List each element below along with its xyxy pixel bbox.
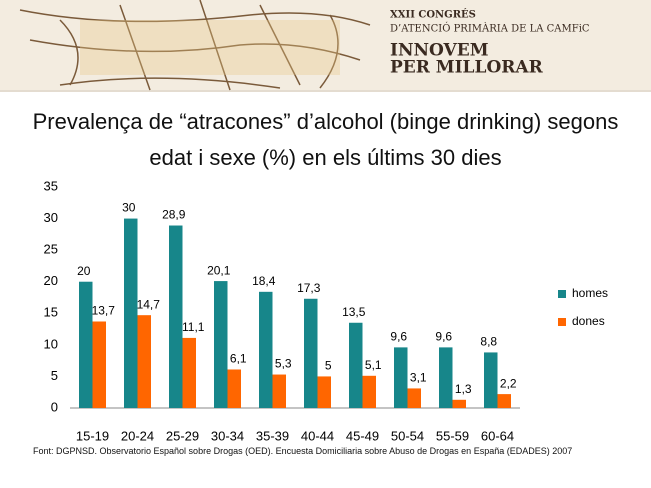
x-tick-label: 20-24	[121, 428, 154, 443]
bar	[394, 347, 408, 408]
x-tick-label: 25-29	[166, 428, 199, 443]
x-tick-label: 40-44	[301, 428, 334, 443]
bar	[124, 219, 138, 408]
value-label: 6,1	[230, 352, 247, 366]
bar	[93, 321, 107, 408]
x-tick-label: 35-39	[256, 428, 289, 443]
x-tick-label: 50-54	[391, 428, 424, 443]
value-label: 2,2	[500, 376, 517, 390]
value-label: 17,3	[297, 281, 321, 295]
value-label: 9,6	[435, 330, 452, 344]
y-tick-label: 5	[51, 368, 58, 383]
y-tick-label: 35	[44, 178, 58, 193]
x-tick-label: 15-19	[76, 428, 109, 443]
bar	[79, 282, 93, 408]
value-label: 14,7	[137, 297, 161, 311]
bar	[439, 347, 453, 408]
bar	[408, 388, 422, 408]
bar	[183, 338, 197, 408]
header-sketch-shade	[80, 20, 340, 75]
value-label: 30	[122, 201, 136, 215]
value-label: 13,7	[92, 304, 116, 318]
x-tick-label: 30-34	[211, 428, 244, 443]
bar	[304, 299, 318, 408]
legend-label: dones	[572, 314, 605, 328]
y-tick-label: 25	[44, 242, 58, 257]
y-tick-label: 30	[44, 210, 58, 225]
bar	[273, 375, 287, 408]
y-tick-label: 15	[44, 305, 58, 320]
bar	[318, 376, 332, 408]
chart-title: Prevalença de “atracones” d’alcohol (bin…	[30, 104, 621, 176]
bar	[214, 281, 228, 408]
value-label: 28,9	[162, 208, 186, 222]
source-note: Font: DGPNSD. Observatorio Español sobre…	[33, 445, 623, 457]
value-label: 5,3	[275, 357, 292, 371]
legend-label: homes	[572, 286, 608, 300]
bar	[138, 315, 152, 408]
y-tick-label: 10	[44, 336, 58, 351]
chart: XXII CONGRÉS D’ATENCIÓ PRIMÀRIA DE LA CA…	[0, 0, 651, 488]
slide: XXII CONGRÉS D’ATENCIÓ PRIMÀRIA DE LA CA…	[0, 0, 651, 488]
header-text: D’ATENCIÓ PRIMÀRIA DE LA CAMFiC	[390, 23, 590, 35]
legend-swatch	[558, 318, 566, 326]
bar	[363, 376, 377, 408]
value-label: 13,5	[342, 305, 366, 319]
bar	[169, 226, 183, 408]
value-label: 5	[325, 359, 332, 373]
bar	[228, 369, 242, 408]
value-label: 9,6	[390, 330, 407, 344]
bar	[498, 394, 512, 408]
x-tick-label: 60-64	[481, 428, 514, 443]
value-label: 3,1	[410, 371, 427, 385]
bar	[453, 400, 467, 408]
y-tick-label: 0	[51, 399, 58, 414]
value-label: 20,1	[207, 263, 231, 277]
bar	[484, 352, 498, 408]
legend-swatch	[558, 290, 566, 298]
header-text: XXII CONGRÉS	[390, 9, 476, 21]
bar	[349, 323, 363, 408]
value-label: 20	[77, 264, 91, 278]
y-tick-label: 20	[44, 273, 58, 288]
bar	[259, 292, 273, 408]
value-label: 5,1	[365, 358, 382, 372]
x-tick-label: 55-59	[436, 428, 469, 443]
x-tick-label: 45-49	[346, 428, 379, 443]
value-label: 1,3	[455, 382, 472, 396]
value-label: 8,8	[480, 335, 497, 349]
value-label: 18,4	[252, 274, 276, 288]
value-label: 11,1	[182, 320, 205, 334]
header-text: PER MILLORAR	[390, 58, 544, 78]
